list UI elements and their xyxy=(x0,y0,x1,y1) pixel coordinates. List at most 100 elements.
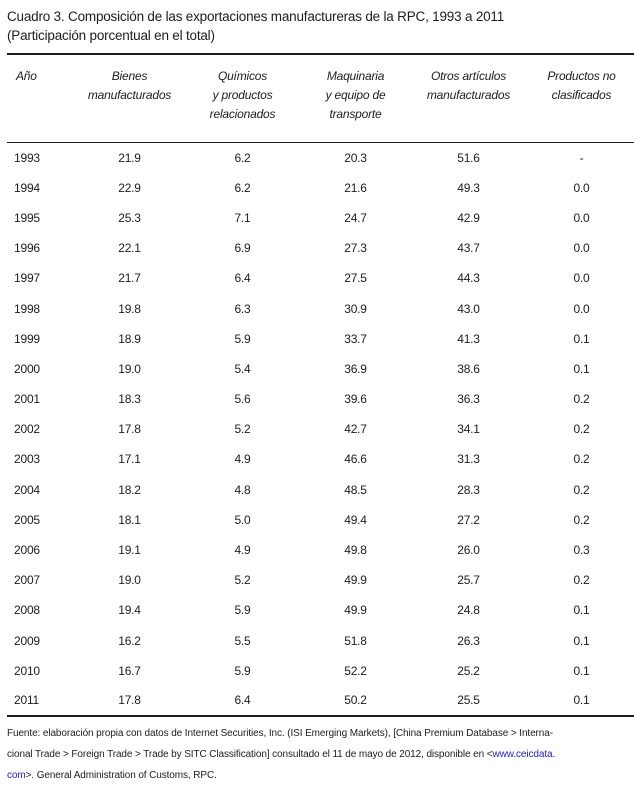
no-clasificados-cell: 0.2 xyxy=(573,482,590,497)
bienes-cell: 19.4 xyxy=(118,603,141,618)
table-row: 1999 18.9 5.9 33.7 41.3 0.1 xyxy=(7,324,634,354)
bienes-cell: 18.9 xyxy=(118,331,141,346)
bienes-cell: 18.1 xyxy=(118,512,141,527)
ceicdata-link[interactable]: com xyxy=(7,770,26,782)
caption-line-1: Cuadro 3. Composición de las exportacion… xyxy=(7,9,505,24)
otros-cell: 25.7 xyxy=(457,573,480,588)
otros-cell: 38.6 xyxy=(457,361,480,376)
table-body: 1993 21.9 6.2 20.3 51.6 - 1994 22.9 6.2 … xyxy=(7,143,634,717)
year-cell: 2001 xyxy=(14,392,40,407)
quimicos-cell: 4.9 xyxy=(234,452,251,467)
quimicos-cell: 6.3 xyxy=(234,301,251,316)
table-row: 2007 19.0 5.2 49.9 25.7 0.2 xyxy=(7,565,634,595)
maquinaria-cell: 49.9 xyxy=(344,573,367,588)
bienes-cell: 25.3 xyxy=(118,210,141,225)
year-cell: 2010 xyxy=(14,663,40,678)
otros-cell: 43.7 xyxy=(457,241,480,256)
maquinaria-cell: 39.6 xyxy=(344,392,367,407)
no-clasificados-cell: 0.2 xyxy=(573,512,590,527)
year-cell: 2005 xyxy=(14,512,40,527)
table-row: 1998 19.8 6.3 30.9 43.0 0.0 xyxy=(7,293,634,323)
otros-cell: 27.2 xyxy=(457,512,480,527)
table-row: 2010 16.7 5.9 52.2 25.2 0.1 xyxy=(7,656,634,686)
otros-cell: 36.3 xyxy=(457,392,480,407)
maquinaria-cell: 51.8 xyxy=(344,633,367,648)
no-clasificados-cell: 0.1 xyxy=(573,331,590,346)
table-row: 2001 18.3 5.6 39.6 36.3 0.2 xyxy=(7,384,634,414)
maquinaria-cell: 49.9 xyxy=(344,603,367,618)
year-cell: 1994 xyxy=(14,180,40,195)
bienes-cell: 17.1 xyxy=(118,452,141,467)
otros-cell: 25.2 xyxy=(457,663,480,678)
table-row: 2011 17.8 6.4 50.2 25.5 0.1 xyxy=(7,686,634,716)
maquinaria-cell: 30.9 xyxy=(344,301,367,316)
year-cell: 1998 xyxy=(14,301,40,316)
quimicos-cell: 6.2 xyxy=(234,180,251,195)
quimicos-cell: 5.2 xyxy=(234,573,251,588)
caption-line-2: (Participación porcentual en el total) xyxy=(7,28,215,43)
quimicos-cell: 4.9 xyxy=(234,543,251,558)
source-text: Fuente: elaboración propia con datos de … xyxy=(7,728,553,740)
maquinaria-cell: 33.7 xyxy=(344,331,367,346)
maquinaria-cell: 36.9 xyxy=(344,361,367,376)
quimicos-cell: 5.4 xyxy=(234,361,251,376)
otros-cell: 41.3 xyxy=(457,331,480,346)
bienes-cell: 16.2 xyxy=(118,633,141,648)
bienes-cell: 22.1 xyxy=(118,241,141,256)
bienes-cell: 17.8 xyxy=(118,422,141,437)
bienes-cell: 18.2 xyxy=(118,482,141,497)
otros-cell: 34.1 xyxy=(457,422,480,437)
otros-cell: 25.5 xyxy=(457,693,480,708)
bienes-cell: 22.9 xyxy=(118,180,141,195)
table-row: 2004 18.2 4.8 48.5 28.3 0.2 xyxy=(7,475,634,505)
maquinaria-cell: 49.8 xyxy=(344,543,367,558)
quimicos-cell: 6.4 xyxy=(234,693,251,708)
maquinaria-cell: 27.3 xyxy=(344,241,367,256)
otros-cell: 31.3 xyxy=(457,452,480,467)
year-cell: 2004 xyxy=(14,482,40,497)
maquinaria-cell: 21.6 xyxy=(344,180,367,195)
source-note: Fuente: elaboración propia con datos de … xyxy=(7,723,627,786)
quimicos-cell: 5.9 xyxy=(234,331,251,346)
maquinaria-cell: 42.7 xyxy=(344,422,367,437)
no-clasificados-cell: 0.2 xyxy=(573,573,590,588)
table-row: 2002 17.8 5.2 42.7 34.1 0.2 xyxy=(7,414,634,444)
quimicos-cell: 5.9 xyxy=(234,663,251,678)
table-header: Año Bienes manufacturados Químicos y pro… xyxy=(7,54,634,143)
no-clasificados-cell: 0.1 xyxy=(573,693,590,708)
year-cell: 2006 xyxy=(14,543,40,558)
ceicdata-link[interactable]: www.ceicdata. xyxy=(492,749,556,761)
no-clasificados-cell: 0.0 xyxy=(573,301,590,316)
table-row: 1997 21.7 6.4 27.5 44.3 0.0 xyxy=(7,263,634,293)
bienes-cell: 17.8 xyxy=(118,693,141,708)
quimicos-cell: 6.4 xyxy=(234,271,251,286)
year-cell: 1996 xyxy=(14,241,40,256)
year-cell: 2008 xyxy=(14,603,40,618)
source-line-1: Fuente: elaboración propia con datos de … xyxy=(7,723,627,744)
column-header-no-clasificados: Productos no clasificados xyxy=(525,54,634,143)
no-clasificados-cell: 0.0 xyxy=(573,180,590,195)
otros-cell: 28.3 xyxy=(457,482,480,497)
header-row: Año Bienes manufacturados Químicos y pro… xyxy=(7,54,634,143)
no-clasificados-cell: - xyxy=(579,150,584,165)
bienes-cell: 18.3 xyxy=(118,392,141,407)
quimicos-cell: 6.2 xyxy=(234,150,251,165)
column-header-bienes-manufacturados: Bienes manufacturados xyxy=(73,54,186,143)
bienes-cell: 19.0 xyxy=(118,573,141,588)
table-caption: Cuadro 3. Composición de las exportacion… xyxy=(7,7,627,45)
bienes-cell: 19.1 xyxy=(118,543,141,558)
year-cell: 1993 xyxy=(14,150,40,165)
source-line-2: cional Trade > Foreign Trade > Trade by … xyxy=(7,744,627,765)
quimicos-cell: 6.9 xyxy=(234,241,251,256)
table-row: 2006 19.1 4.9 49.8 26.0 0.3 xyxy=(7,535,634,565)
no-clasificados-cell: 0.0 xyxy=(573,210,590,225)
table-row: 1993 21.9 6.2 20.3 51.6 - xyxy=(7,143,634,173)
bienes-cell: 19.8 xyxy=(118,301,141,316)
year-cell: 1999 xyxy=(14,331,40,346)
exports-composition-table: Año Bienes manufacturados Químicos y pro… xyxy=(7,53,634,718)
year-cell: 1997 xyxy=(14,271,40,286)
bienes-cell: 21.7 xyxy=(118,271,141,286)
no-clasificados-cell: 0.1 xyxy=(573,663,590,678)
no-clasificados-cell: 0.2 xyxy=(573,422,590,437)
